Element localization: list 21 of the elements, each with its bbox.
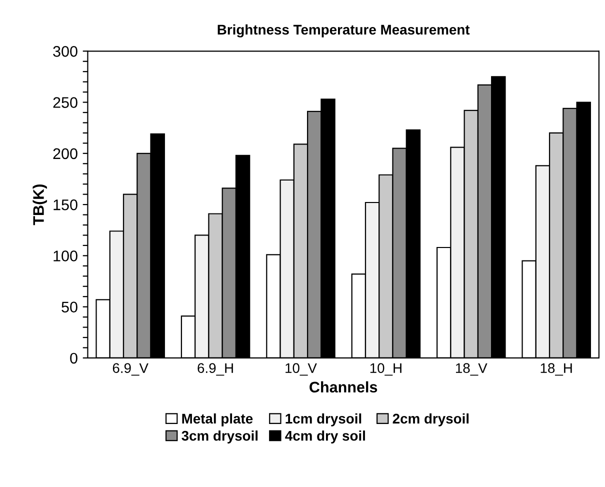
y-tick-label: 200	[53, 148, 78, 160]
y-tick-label: 150	[54, 199, 78, 210]
x-tick-label: 10_V	[286, 363, 317, 376]
x-axis-title: Channels	[310, 381, 378, 393]
y-tick-label: 100	[54, 250, 78, 262]
chart-title: Brightness Temperature Measurement	[218, 24, 470, 38]
x-tick-label: 18_V	[456, 363, 488, 376]
legend-label: 2cm drysoil	[392, 413, 469, 426]
y-tick-label: 0	[70, 352, 78, 364]
legend-label: 1cm drysoil	[286, 413, 362, 426]
y-axis-title: TB(K)	[32, 184, 47, 226]
legend-label: Metal plate	[182, 413, 253, 426]
y-tick-label: 250	[53, 97, 78, 108]
x-tick-label: 6.9_V	[112, 363, 148, 376]
legend-label: 3cm drysoil	[182, 430, 258, 444]
y-tick-label: 50	[62, 302, 78, 312]
y-tick-label: 300	[53, 46, 78, 57]
x-tick-label: 18_H	[540, 363, 572, 376]
x-tick-label: 10_H	[370, 363, 402, 376]
legend-label: 4cm dry soil	[285, 430, 365, 444]
x-tick-label: 6.9_H	[198, 363, 233, 376]
